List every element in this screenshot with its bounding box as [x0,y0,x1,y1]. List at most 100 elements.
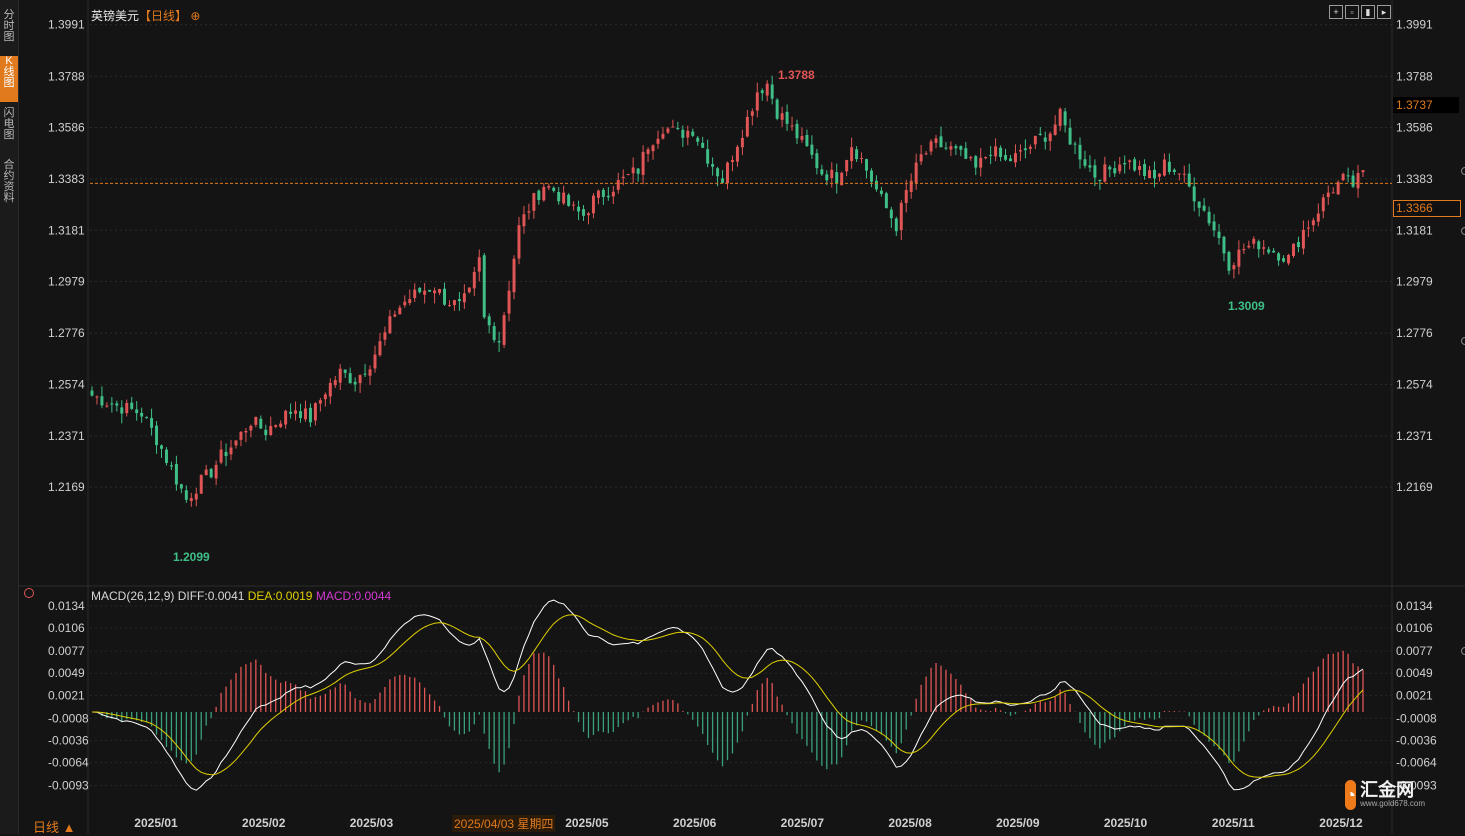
candle-body [512,258,516,293]
candle-body [1361,170,1365,173]
period-icon[interactable]: ▮ [1361,5,1375,19]
macd-legend: MACD(26,12,9) DIFF:0.0041 DEA:0.0019 MAC… [91,589,391,603]
candle-body [1108,166,1112,170]
tab-flash-chart[interactable]: 闪电图 [0,108,18,152]
y-tick-right: 1.2979 [1396,275,1433,289]
candle-body [780,113,784,120]
candle-body [1128,160,1132,162]
candle-body [413,289,417,299]
candle-body [1083,159,1087,166]
candle-body [1023,148,1027,151]
candle-body [735,146,739,162]
candle-body [696,137,700,142]
side-handle-icon[interactable] [1461,227,1465,235]
x-tick-label: 2025/05 [565,816,609,830]
period-tag: 【日线】 [139,9,188,23]
candle-body [894,218,898,232]
candle-body [313,403,317,421]
indicator-settings-icon[interactable] [24,588,34,598]
side-handle-icon[interactable] [1461,167,1465,175]
candle-body [825,174,829,181]
y-tick-left: 1.3181 [48,223,85,237]
macd-y-tick-left: 0.0106 [48,621,85,635]
candle-body [716,168,720,177]
macd-value: MACD:0.0044 [315,589,392,603]
tab-contract-info[interactable]: 合约资料 [0,160,18,218]
candle-body [1133,159,1137,171]
candle-body [979,157,983,168]
candle-body [378,341,382,356]
macd-dea: DEA:0.0019 [247,589,313,603]
candle-body [755,92,759,111]
candle-body [90,390,94,396]
candle-body [537,190,541,200]
zoom-icon[interactable]: ▫ [1345,5,1359,19]
candle-body [234,440,238,446]
candle-body [1292,243,1295,256]
chart-title: 英镑美元【日线】 ⊕ [91,7,200,24]
candle-body [1123,163,1127,165]
diff-line [91,599,1364,791]
candle-body [393,314,397,317]
candle-body [879,190,883,194]
candle-body [224,451,228,457]
candle-body [229,447,233,455]
y-tick-left: 1.3788 [48,69,85,83]
side-handle-icon[interactable] [1461,647,1465,655]
candle-body [428,289,432,292]
candle-body [140,412,144,417]
candle-body [194,493,198,500]
candle-body [1287,254,1291,264]
candle-body [1013,153,1017,163]
candle-body [631,167,635,174]
candle-body [1009,158,1012,162]
y-tick-left: 1.2169 [48,480,85,494]
tab-time-chart[interactable]: 分时图 [0,10,18,54]
candle-body [785,111,789,124]
y-tick-left: 1.2776 [48,326,85,340]
period-button[interactable]: 日线 ▲ [33,820,76,835]
candle-body [1316,213,1320,222]
candle-body [279,423,283,427]
candle-body [1301,229,1305,249]
candle-body [487,316,491,326]
candle-body [532,193,536,211]
macd-y-tick-right: 0.0106 [1396,621,1433,635]
y-tick-right: 1.2776 [1396,326,1433,340]
macd-y-tick-right: -0.0008 [1396,711,1437,725]
candle-body [433,290,437,294]
candle-body [1197,201,1201,208]
candle-body [1167,161,1171,173]
play-icon[interactable]: ▸ [1377,5,1391,19]
candle-body [219,449,223,463]
candle-body [294,410,298,414]
candle-body [1326,192,1330,198]
circle-plus-icon[interactable]: ⊕ [190,9,201,23]
candle-body [125,402,129,414]
dea-line [92,614,1364,778]
candle-body [850,147,854,162]
candle-body [1098,179,1102,181]
candle-body [1277,253,1281,261]
candle-body [944,147,948,149]
tab-label: 闪电图 [3,107,15,141]
candle-body [701,142,705,148]
tab-kline-chart[interactable]: K线图 [0,56,18,102]
candle-body [1162,159,1166,176]
candle-body [388,316,392,334]
x-tick-label: 2025/10 [1104,816,1148,830]
candle-body [745,117,749,137]
sidebar: 分时图 K线图 闪电图 合约资料 [0,0,19,834]
y-tick-left: 1.2574 [48,377,85,391]
macd-y-tick-right: 0.0021 [1396,688,1433,702]
candle-body [1341,173,1345,181]
x-tick-label: 2025/11 [1212,816,1255,830]
candle-body [189,498,193,502]
macd-name: MACD(26,12,9) [91,589,175,603]
candle-body [517,225,521,259]
side-handle-icon[interactable] [1461,337,1465,345]
candle-body [1073,143,1077,145]
crosshair-icon[interactable]: + [1329,5,1343,19]
candle-body [750,111,754,116]
